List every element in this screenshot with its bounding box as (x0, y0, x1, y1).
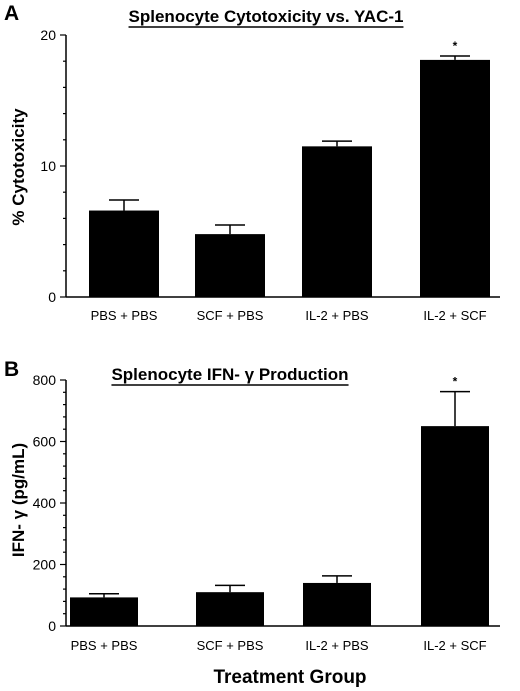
panel-a-x-tick-label: PBS + PBS (91, 308, 158, 323)
panel-b-label: B (4, 358, 19, 381)
panel-b-y-tick-label: 800 (33, 372, 57, 388)
panel-a-y-axis-label: % Cytotoxicity (9, 108, 28, 226)
panel-b-y-tick-label: 0 (48, 618, 56, 634)
panel-a-bar (420, 59, 490, 297)
panel-b-y-axis-label: IFN- γ (pg/mL) (9, 443, 28, 557)
panel-b-significance-marker: * (453, 375, 458, 389)
panel-b-x-tick-label: IL-2 + PBS (305, 638, 369, 653)
panel-a-x-tick-label: SCF + PBS (197, 308, 264, 323)
panel-b-x-tick-label: IL-2 + SCF (423, 638, 486, 653)
panel-b-bar (196, 592, 264, 626)
panel-a-plot: 0 10 20 PBS + PBS SCF + PBS IL-2 + PBS * IL-2 +… (40, 27, 500, 323)
panel-a-label: A (4, 2, 19, 25)
panel-b-bar (421, 426, 489, 626)
panel-a-y-tick-label: 10 (40, 158, 56, 174)
panel-a-bar (195, 234, 265, 297)
panel-a-x-tick-label: IL-2 + PBS (305, 308, 369, 323)
panel-b-x-tick-label: SCF + PBS (197, 638, 264, 653)
panel-b-y-tick-label: 400 (33, 495, 57, 511)
panel-b-bar (70, 597, 138, 626)
panel-b-y-tick-label: 200 (33, 557, 57, 573)
panel-a-significance-marker: * (453, 39, 458, 53)
panel-a: A Splenocyte Cytotoxicity vs. YAC-1 % Cy… (4, 2, 500, 323)
panel-a-bar (89, 210, 159, 297)
panel-a-title: Splenocyte Cytotoxicity vs. YAC-1 (129, 7, 404, 26)
panel-a-y-tick-label: 0 (48, 289, 56, 305)
panel-b-y-tick-label: 600 (33, 434, 57, 450)
panel-b: B Splenocyte IFN- γ Production IFN- γ (p… (4, 358, 500, 688)
panel-a-bar (302, 146, 372, 297)
panel-b-x-axis-label: Treatment Group (213, 667, 366, 688)
panel-b-plot: 0 200 400 600 800 PBS + PBS SCF + PBS IL-2 + PB… (33, 372, 500, 653)
panel-b-bar (303, 582, 371, 626)
panel-b-title: Splenocyte IFN- γ Production (111, 365, 348, 384)
panel-b-x-tick-label: PBS + PBS (71, 638, 138, 653)
panel-a-x-tick-label: IL-2 + SCF (423, 308, 486, 323)
panel-a-y-tick-label: 20 (40, 27, 56, 43)
